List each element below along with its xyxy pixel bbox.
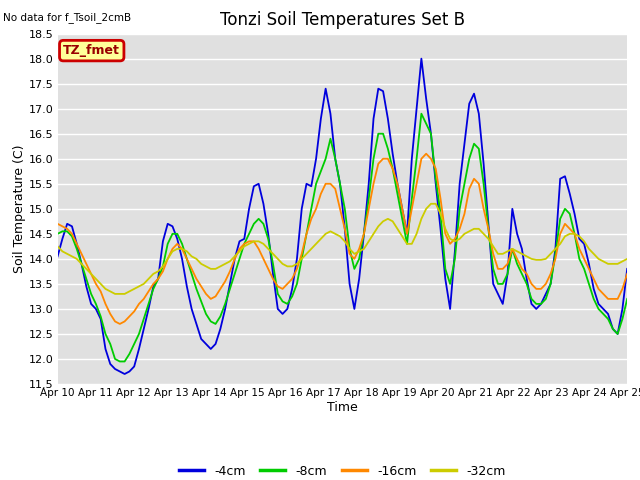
-8cm <box>623 296 631 302</box>
-32cm <box>374 224 382 229</box>
Y-axis label: Soil Temperature (C): Soil Temperature (C) <box>13 144 26 273</box>
-32cm <box>178 246 186 252</box>
-16cm <box>614 296 621 302</box>
-4cm <box>623 266 631 272</box>
-8cm <box>513 261 521 267</box>
X-axis label: Time: Time <box>327 401 358 414</box>
-8cm <box>116 359 124 364</box>
-32cm <box>111 291 119 297</box>
-32cm <box>456 236 463 242</box>
-8cm <box>456 206 463 212</box>
-4cm <box>212 341 220 347</box>
-4cm <box>178 256 186 262</box>
Line: -16cm: -16cm <box>58 154 627 324</box>
-4cm <box>456 181 463 187</box>
-4cm <box>121 371 129 377</box>
-16cm <box>54 221 61 227</box>
-8cm <box>54 231 61 237</box>
-32cm <box>623 256 631 262</box>
-16cm <box>212 294 220 300</box>
-8cm <box>212 321 220 327</box>
Text: TZ_fmet: TZ_fmet <box>63 44 120 57</box>
-16cm <box>178 246 186 252</box>
Legend: -4cm, -8cm, -16cm, -32cm: -4cm, -8cm, -16cm, -32cm <box>174 460 511 480</box>
-32cm <box>427 201 435 207</box>
-32cm <box>212 266 220 272</box>
Line: -4cm: -4cm <box>58 59 627 374</box>
-4cm <box>54 253 61 259</box>
-8cm <box>178 241 186 247</box>
-16cm <box>513 256 521 262</box>
-32cm <box>54 243 61 249</box>
Title: Tonzi Soil Temperatures Set B: Tonzi Soil Temperatures Set B <box>220 11 465 29</box>
Line: -8cm: -8cm <box>58 114 627 361</box>
-32cm <box>614 261 621 267</box>
-4cm <box>614 331 621 337</box>
Text: No data for f_Tsoil_2cmB: No data for f_Tsoil_2cmB <box>3 12 131 23</box>
-4cm <box>513 231 521 237</box>
-16cm <box>456 226 463 232</box>
-16cm <box>623 271 631 277</box>
-32cm <box>513 249 521 254</box>
-16cm <box>422 151 430 156</box>
-8cm <box>374 131 382 137</box>
-16cm <box>374 161 382 167</box>
Line: -32cm: -32cm <box>58 204 627 294</box>
-4cm <box>374 86 382 92</box>
-16cm <box>116 321 124 327</box>
-8cm <box>417 111 425 117</box>
-4cm <box>417 56 425 61</box>
-8cm <box>614 331 621 337</box>
